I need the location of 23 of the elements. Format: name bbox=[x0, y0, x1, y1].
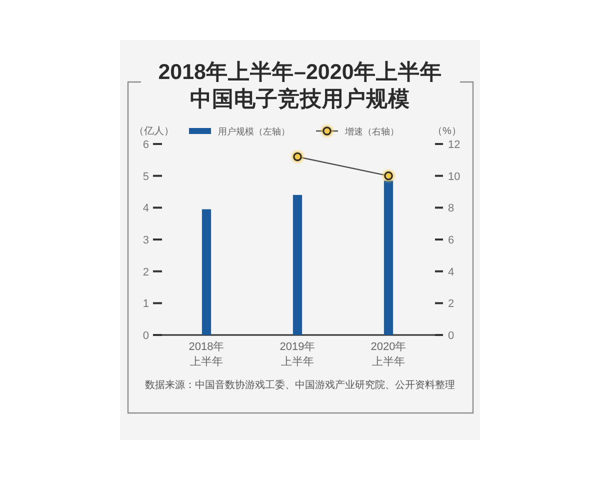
x-tick-label: 2018年上半年 bbox=[188, 341, 224, 368]
y-tick-label: 0 bbox=[142, 330, 149, 342]
y-tick-label: 1 bbox=[142, 298, 149, 310]
y-tick-label: 5 bbox=[142, 170, 149, 183]
y2-tick-label: 10 bbox=[448, 170, 460, 183]
y-tick-label: 3 bbox=[142, 234, 149, 246]
source-note: 数据来源：中国音数协游戏工委、中国游戏产业研究院、公开资料整理 bbox=[145, 379, 455, 391]
legend-label: 用户规模（左轴） bbox=[218, 126, 290, 136]
x-tick-label: 2020年上半年 bbox=[370, 341, 406, 368]
y-axis-title: （亿人） bbox=[134, 126, 174, 137]
y2-tick-label: 12 bbox=[448, 139, 460, 151]
y2-tick-label: 6 bbox=[448, 234, 454, 246]
chart-title: 2018年上半年–2020年上半年中国电子竞技用户规模 bbox=[158, 60, 442, 111]
legend-label: 增速（右轴） bbox=[344, 126, 399, 136]
y2-axis-title: （%） bbox=[432, 126, 462, 137]
y2-tick-label: 0 bbox=[448, 330, 454, 342]
y-tick-label: 6 bbox=[142, 139, 149, 151]
y2-tick-label: 8 bbox=[448, 202, 454, 215]
x-tick-label: 2019年上半年 bbox=[280, 341, 316, 368]
y2-tick-label: 4 bbox=[448, 266, 454, 278]
y-tick-label: 2 bbox=[142, 266, 149, 278]
y-tick-label: 4 bbox=[142, 202, 149, 215]
y2-tick-label: 2 bbox=[448, 298, 454, 310]
